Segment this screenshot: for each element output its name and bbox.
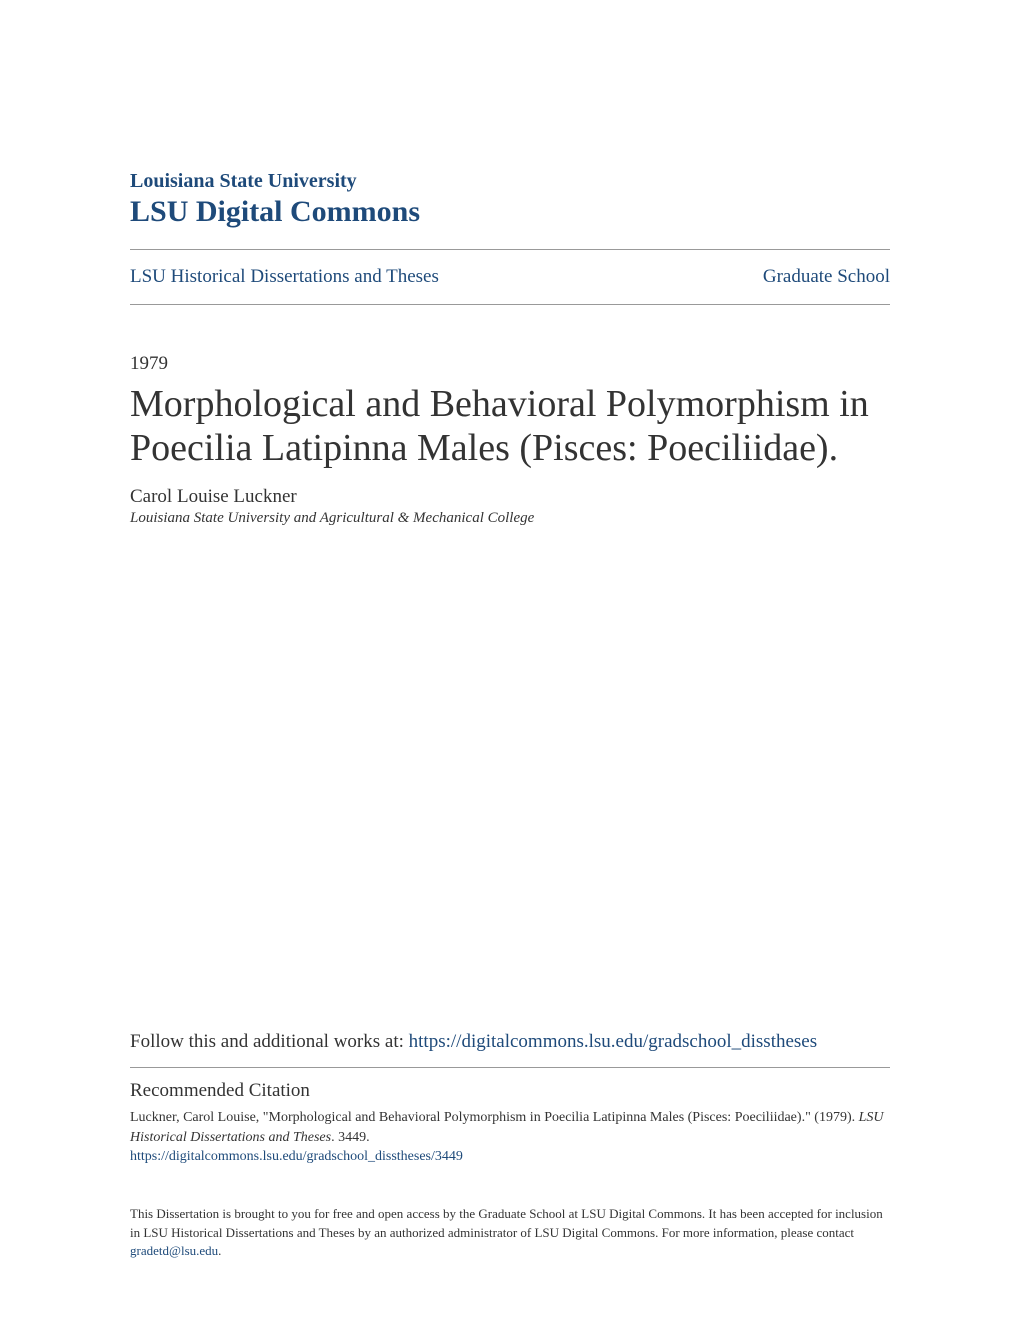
- repository-name[interactable]: LSU Digital Commons: [130, 195, 890, 229]
- university-name: Louisiana State University: [130, 170, 890, 193]
- footer-text-part1: This Dissertation is brought to you for …: [130, 1206, 883, 1239]
- follow-section: Follow this and additional works at: htt…: [130, 991, 890, 1260]
- footer-section: This Dissertation is brought to you for …: [130, 1205, 890, 1260]
- publication-year: 1979: [130, 353, 890, 375]
- citation-text: Luckner, Carol Louise, "Morphological an…: [130, 1108, 890, 1147]
- divider-bottom: [130, 304, 890, 305]
- author-affiliation: Louisiana State University and Agricultu…: [130, 510, 890, 527]
- footer-text: This Dissertation is brought to you for …: [130, 1205, 890, 1260]
- breadcrumb-row: LSU Historical Dissertations and Theses …: [130, 258, 890, 296]
- citation-link[interactable]: https://digitalcommons.lsu.edu/gradschoo…: [130, 1149, 463, 1164]
- citation-text-part1: Luckner, Carol Louise, "Morphological an…: [130, 1110, 859, 1125]
- follow-text: Follow this and additional works at:: [130, 1031, 409, 1052]
- divider-citation: [130, 1067, 890, 1068]
- breadcrumb-school-link[interactable]: Graduate School: [763, 266, 890, 288]
- footer-contact-link[interactable]: gradetd@lsu.edu: [130, 1243, 218, 1258]
- citation-text-part2: . 3449.: [331, 1130, 370, 1145]
- divider-top: [130, 249, 890, 250]
- page-container: Louisiana State University LSU Digital C…: [0, 0, 1020, 1320]
- follow-link[interactable]: https://digitalcommons.lsu.edu/gradschoo…: [409, 1031, 817, 1052]
- breadcrumb-collection-link[interactable]: LSU Historical Dissertations and Theses: [130, 266, 439, 288]
- content-section: 1979 Morphological and Behavioral Polymo…: [130, 353, 890, 527]
- citation-section: Recommended Citation Luckner, Carol Loui…: [130, 1080, 890, 1165]
- header-section: Louisiana State University LSU Digital C…: [130, 170, 890, 229]
- document-title: Morphological and Behavioral Polymorphis…: [130, 383, 890, 470]
- citation-heading: Recommended Citation: [130, 1080, 890, 1102]
- author-name: Carol Louise Luckner: [130, 486, 890, 508]
- footer-text-part2: .: [218, 1243, 221, 1258]
